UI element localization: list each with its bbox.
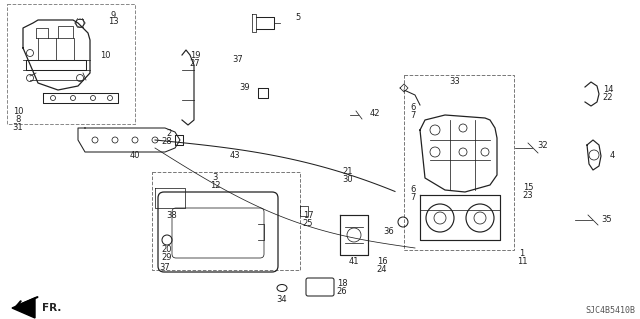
Text: 42: 42 — [370, 108, 380, 117]
Text: 14: 14 — [603, 85, 613, 94]
Text: 8: 8 — [15, 115, 20, 124]
Text: 43: 43 — [230, 151, 240, 160]
Text: FR.: FR. — [42, 303, 61, 313]
Text: 17: 17 — [303, 211, 314, 219]
Text: 13: 13 — [108, 18, 118, 26]
Text: 31: 31 — [13, 122, 23, 131]
Text: 7: 7 — [410, 112, 416, 121]
Text: 23: 23 — [523, 191, 533, 201]
Text: 30: 30 — [342, 175, 353, 184]
Text: 2: 2 — [167, 129, 172, 137]
Text: 38: 38 — [166, 211, 177, 219]
Text: 19: 19 — [189, 50, 200, 60]
Text: 36: 36 — [383, 227, 394, 236]
Text: 21: 21 — [343, 167, 353, 176]
Text: 35: 35 — [602, 216, 612, 225]
Text: 20: 20 — [162, 246, 172, 255]
Text: 22: 22 — [603, 93, 613, 102]
Bar — [7, 4, 135, 124]
Text: 10: 10 — [13, 108, 23, 116]
Text: 41: 41 — [349, 257, 359, 266]
Text: 25: 25 — [303, 219, 313, 227]
Text: 5: 5 — [295, 13, 300, 23]
Polygon shape — [12, 298, 35, 318]
Bar — [404, 75, 514, 250]
Text: 29: 29 — [162, 254, 172, 263]
Text: 16: 16 — [377, 257, 387, 266]
Text: 7: 7 — [410, 194, 416, 203]
Text: 39: 39 — [239, 83, 250, 92]
Text: 37: 37 — [232, 56, 243, 64]
Text: SJC4B5410B: SJC4B5410B — [585, 306, 635, 315]
Text: 6: 6 — [410, 103, 416, 113]
Text: 18: 18 — [337, 278, 348, 287]
Text: 11: 11 — [516, 257, 527, 266]
Text: 37: 37 — [159, 263, 170, 271]
Text: 27: 27 — [189, 58, 200, 68]
Text: 9: 9 — [110, 11, 116, 19]
Text: 32: 32 — [538, 142, 548, 151]
Text: 12: 12 — [210, 182, 220, 190]
Text: 26: 26 — [337, 286, 348, 295]
Text: 3: 3 — [212, 174, 218, 182]
Text: 34: 34 — [276, 294, 287, 303]
Text: 1: 1 — [520, 249, 525, 258]
Text: 28: 28 — [161, 137, 172, 145]
Bar — [152, 172, 300, 270]
Text: 33: 33 — [450, 78, 460, 86]
Text: 15: 15 — [523, 183, 533, 192]
Text: 40: 40 — [130, 151, 140, 160]
Text: 24: 24 — [377, 265, 387, 275]
Text: 4: 4 — [609, 151, 614, 160]
Text: 6: 6 — [410, 186, 416, 195]
Text: 10: 10 — [100, 50, 110, 60]
